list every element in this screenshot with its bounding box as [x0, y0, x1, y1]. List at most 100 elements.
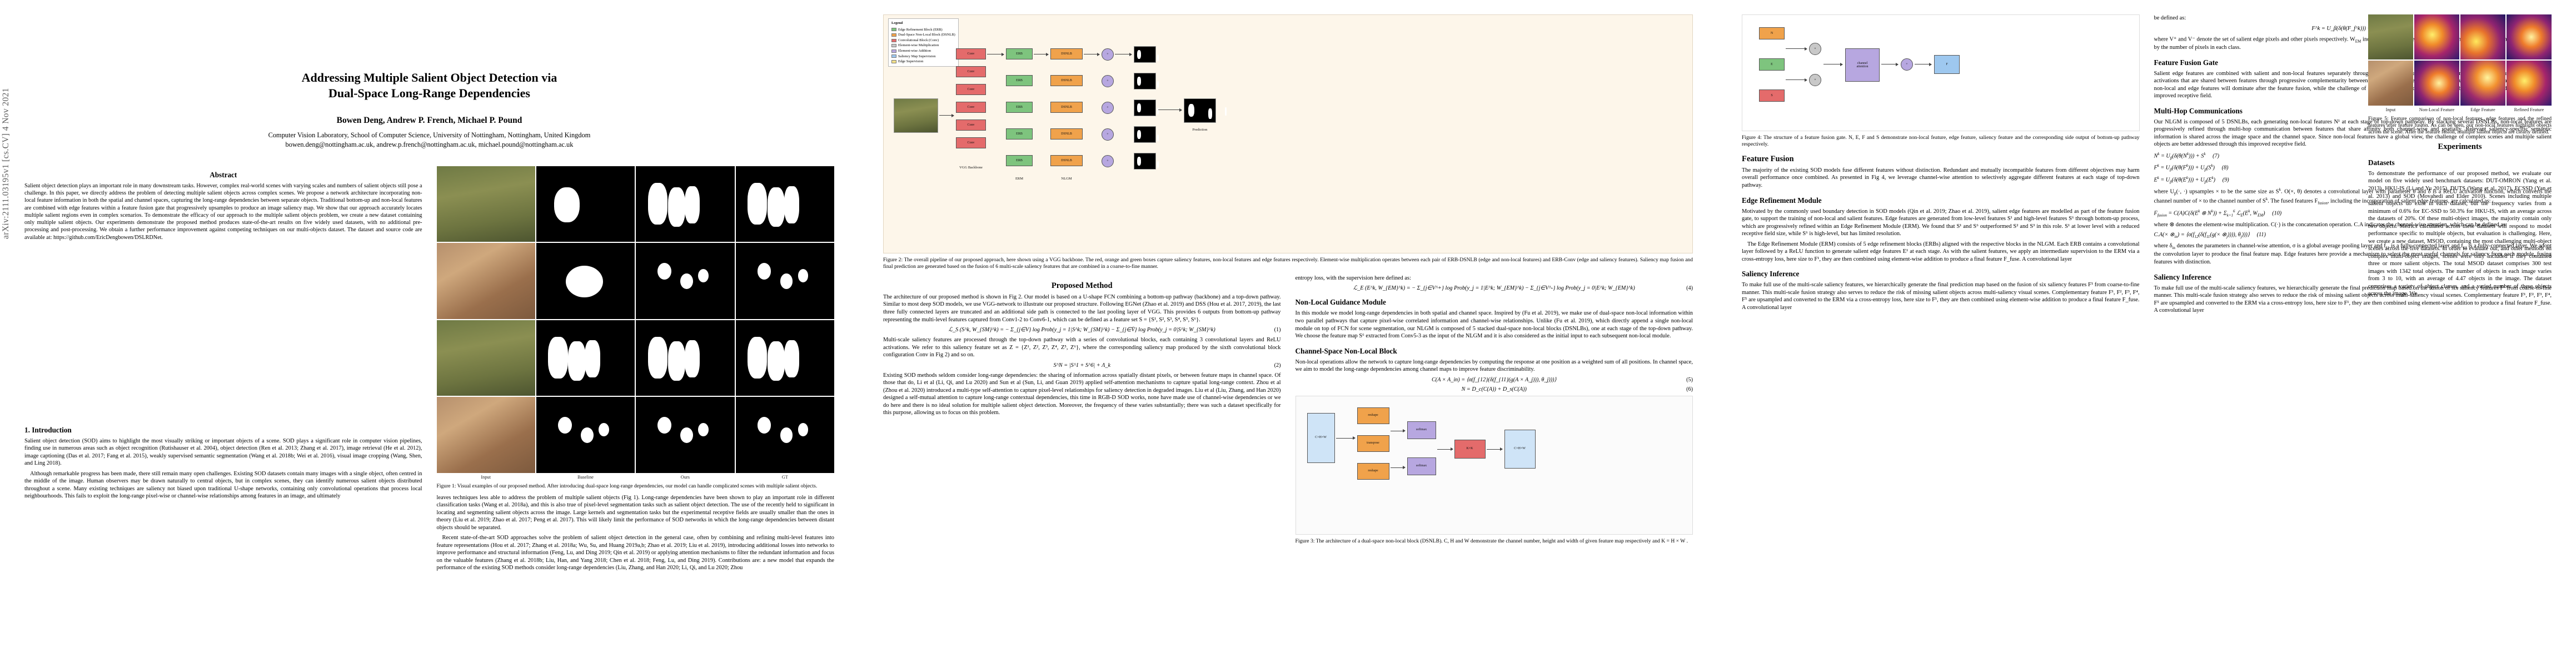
figure-1-label-ours: Ours [680, 474, 690, 480]
figure-2-conv-block: Conv [956, 84, 986, 95]
figure-4-nonlocal-input: N [1759, 27, 1785, 39]
legend-swatch-salmap [891, 54, 896, 58]
figure-3-reshape-block: reshape [1357, 407, 1389, 424]
figure-4-mult-node: × [1809, 74, 1821, 86]
multi-hop-heading: Multi-Hop Communications [2154, 106, 2243, 115]
figure-3-transpose-block: transpose [1357, 435, 1389, 452]
figure-2-dsnlb-block: DSNLB [1050, 155, 1083, 166]
equation-9: Ek = Uβ(δ(θ(Ek))) + Uβ(Ek) (9) [2154, 175, 2229, 185]
figure-3-reshape-block: reshape [1357, 462, 1389, 480]
paper-page-2: Legend Edge Refinement Block (ERB) Dual-… [859, 0, 1717, 667]
page2-column-right: entropy loss, with the supervision here … [1295, 275, 1693, 549]
legend-item: Edge Refinement Block (ERB) [891, 27, 955, 33]
figure-2-arrow [939, 113, 954, 117]
figure-2-caption: Figure 2: The overall pipeline of our pr… [883, 257, 1693, 270]
figure-3-arrow [1437, 447, 1453, 451]
figure-2-addition-node: + [1102, 102, 1114, 114]
saliency-inference-heading-2: Saliency Inference [2154, 272, 2211, 281]
datasets-heading: Datasets [2368, 158, 2395, 167]
figure-4-add-node: + [1901, 58, 1913, 71]
nonlocal-heading: Non-Local Guidance Module [1295, 298, 1386, 307]
feature-fusion-text: The majority of the existing SOD models … [1742, 167, 2140, 188]
paper-page-1: arXiv:2111.03195v1 [cs.CV] 4 Nov 2021 Ad… [0, 0, 859, 667]
figure-2-conv-block: Conv [956, 102, 986, 113]
figure-1-image [636, 320, 735, 396]
equation-4-body: ℒ_E (E^k, W_{EM}^k) = − Σ_{j∈V^+} log Pr… [1353, 285, 1635, 292]
figure-1-image [636, 166, 735, 242]
figure-2-addition-node: + [1102, 48, 1114, 61]
figure-2: Legend Edge Refinement Block (ERB) Dual-… [883, 14, 1693, 270]
figure-4-diagram: N E S × × channel attention + F [1742, 14, 2140, 131]
figure-3-caption: Figure 3: The architecture of a dual-spa… [1295, 537, 1688, 544]
method-paragraph-3: Existing SOD methods seldom consider lon… [883, 372, 1281, 416]
legend-swatch-conv [891, 38, 896, 42]
figure-1-image [436, 397, 535, 473]
edge-refinement-heading: Edge Refinement Module [1742, 196, 1822, 205]
channel-space-text: Non-local operations allow the network t… [1295, 359, 1693, 373]
equation-2: S^N = |S^1 + S^6| + Λ_k (2) [883, 362, 1281, 369]
figure-1-image [536, 166, 635, 242]
figure-2-dsnlb-block: DSNLB [1050, 128, 1083, 140]
figure-2-legend-title: Legend [891, 21, 903, 25]
figure-4-channel-attention: channel attention [1845, 48, 1880, 82]
feature-fusion-gate-text: Salient edge features are combined with … [2154, 70, 2552, 99]
figure-5-image [2507, 14, 2552, 59]
legend-item: Saliency Map Supervision [891, 54, 955, 59]
abstract-text: Salient object detection plays an import… [24, 182, 422, 241]
figure-1: Input Baseline Ours GT Figure 1: Visual … [436, 166, 834, 490]
figure-2-prediction-image [1184, 98, 1216, 123]
channel-space-heading: Channel-Space Non-Local Block [1295, 346, 1397, 355]
figure-2-dsnlb-block: DSNLB [1050, 48, 1083, 59]
equation-1: ℒ_S (S^k, W_{SM}^k) = − Σ_{j∈V} log Prob… [883, 327, 1281, 333]
legend-swatch-dsnlb [891, 33, 896, 37]
equation-7: Nk = Uβ(δ(θ(Nk))) + Sk (7) [2154, 151, 2220, 161]
figure-1-image [735, 320, 834, 396]
figure-1-image [735, 243, 834, 319]
figure-1-image [536, 397, 635, 473]
legend-item: Dual-Space Non-Local Block (DSNLB) [891, 32, 955, 38]
author-list: Bowen Deng, Andrew P. French, Michael P.… [336, 116, 522, 126]
email-line: bowen.deng@nottingham.ac.uk, andrew.p.fr… [285, 141, 574, 149]
figure-4-output: F [1934, 55, 1960, 74]
figure-4-saliency-input: S [1759, 89, 1785, 102]
figure-2-saliency-map [1134, 153, 1156, 170]
figure-2-addition-node: + [1102, 155, 1114, 167]
proposed-method-heading: Proposed Method [1051, 281, 1113, 290]
datasets-text: To demonstrate the performance of our pr… [2368, 170, 2552, 297]
equation-10: Ffusion = C(A)C(δ(Ek ⊗ Nk)) + Σk=16 ℒE(E… [2154, 209, 2282, 218]
edge-refinement-text-2: The Edge Refinement Module (ERM) consist… [1742, 241, 2140, 262]
figure-5-image [2460, 61, 2505, 106]
equation-5-number: (5) [1686, 376, 1693, 383]
figure-5-column-labels: Input Non-Local Feature Edge Feature Ref… [2368, 107, 2552, 112]
page3-column-right: be defined as: F^k = U_β(δ(θ(F_f^k))) + … [2154, 14, 2552, 317]
figure-4-arrow [1786, 78, 1807, 82]
figure-2-erb-block: ERB [1006, 48, 1033, 59]
figure-1-label-gt: GT [781, 474, 788, 480]
feature-fusion-gate-heading: Feature Fusion Gate [2154, 58, 2219, 67]
arxiv-stamp: arXiv:2111.03195v1 [cs.CV] 4 Nov 2021 [1, 88, 11, 239]
figure-5-caption: Figure 5: Feature comparison of non-loca… [2368, 116, 2552, 135]
equation-5-body: C(A × A_in) = ⟨σ(f_{12}(δ(f_{11}(g(A × A… [1432, 376, 1557, 383]
affiliation: Computer Vision Laboratory, School of Co… [24, 131, 834, 149]
figure-2-input-image [894, 98, 938, 133]
intro-paragraph-4: Recent state-of-the-art SOD approaches s… [436, 535, 835, 571]
figure-2-diagram: Legend Edge Refinement Block (ERB) Dual-… [883, 14, 1693, 253]
page1-column-right: Input Baseline Ours GT Figure 1: Visual … [436, 164, 835, 575]
figure-1-image [636, 243, 735, 319]
method-paragraph-2: Multi-scale saliency features are proces… [883, 337, 1281, 359]
figure-3-diagram: C×H×W reshape transpose reshape softmax … [1295, 395, 1693, 535]
figure-2-erb-block: ERB [1006, 128, 1033, 140]
figure-4-mult-node: × [1809, 43, 1821, 55]
figure-5-image [2414, 61, 2459, 106]
page-title: Addressing Multiple Salient Object Detec… [74, 70, 784, 101]
figure-2-nlgm-label: NLGM [1061, 176, 1072, 181]
intro-paragraph-3: leaves techniques less able to address t… [436, 494, 835, 531]
figure-3-input-tensor: C×H×W [1307, 412, 1335, 463]
figure-1-label-baseline: Baseline [577, 474, 594, 480]
page3-defined-as: be defined as: [2154, 15, 2186, 21]
figure-1-image [436, 166, 535, 242]
intro-paragraph-2: Although remarkable progress has been ma… [24, 470, 422, 500]
figure-5-grid [2368, 14, 2552, 106]
legend-label: Convolutional Block (Conv) [898, 38, 939, 42]
figure-2-erb-block: ERB [1006, 102, 1033, 113]
